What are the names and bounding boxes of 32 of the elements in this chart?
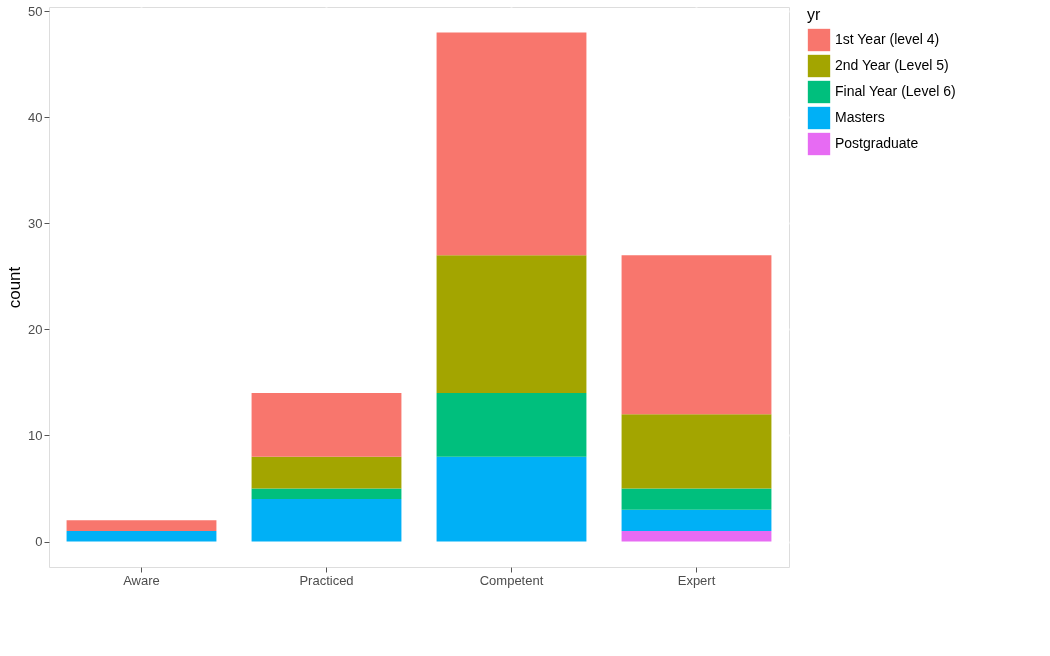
legend-label: 2nd Year (Level 5) [835, 57, 949, 73]
legend-label: Masters [835, 109, 885, 125]
legend-label: Final Year (Level 6) [835, 83, 956, 99]
bar [251, 456, 402, 489]
y-tick-label: 40 [28, 109, 43, 125]
bar [436, 456, 587, 542]
bar [621, 255, 772, 415]
bar [251, 499, 402, 542]
bar [621, 530, 772, 542]
x-tick-label: Competent [479, 572, 544, 588]
x-tick-label: Aware [123, 572, 160, 588]
y-tick-label: 10 [28, 427, 43, 443]
x-tick-label: Practiced [299, 572, 354, 588]
legend-label: Postgraduate [835, 135, 919, 151]
bar [436, 255, 587, 394]
legend-label: 1st Year (level 4) [835, 31, 940, 47]
legend-title: yr [807, 6, 821, 23]
bar [66, 530, 217, 542]
bar [66, 520, 217, 531]
y-tick-label: 50 [28, 3, 43, 19]
bar [251, 488, 402, 500]
y-tick-label: 20 [28, 321, 43, 337]
bar [621, 509, 772, 531]
bar [621, 414, 772, 489]
bar [436, 393, 587, 457]
bar [251, 393, 402, 457]
x-tick-label: Expert [677, 572, 716, 588]
y-axis-title: count [5, 266, 25, 309]
bar [436, 32, 587, 256]
y-tick-label: 30 [28, 215, 43, 231]
y-tick-label: 0 [35, 534, 43, 550]
bar [621, 488, 772, 510]
